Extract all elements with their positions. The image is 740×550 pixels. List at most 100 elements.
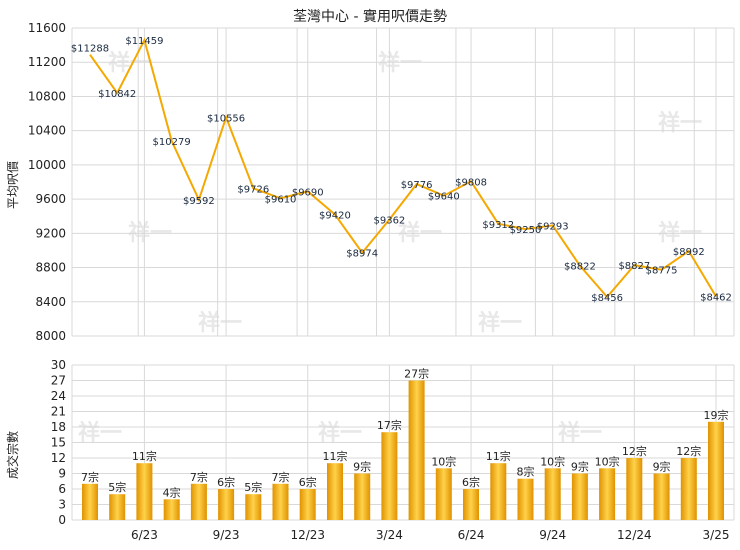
volume-bar [218,489,235,520]
volume-bar [599,468,616,520]
volume-bar [354,473,371,520]
price-data-label: $9690 [292,187,324,198]
volume-bar [381,432,398,520]
volume-bar [517,478,534,520]
volume-bar [626,458,643,520]
price-data-label: $9808 [455,177,487,188]
volume-bar-label: 11宗 [132,449,157,463]
volume-bar-label: 9宗 [653,460,671,474]
volume-x-tick-label: 12/24 [617,528,652,542]
price-data-label: $8827 [618,261,650,272]
watermark-text: 祥一 [78,420,122,446]
watermark-text: 祥一 [198,310,242,336]
price-data-label: $11288 [71,44,109,55]
volume-y-tick-label: 3 [58,498,66,512]
volume-bar-label: 6宗 [462,475,480,489]
volume-y-tick-label: 12 [51,451,66,465]
watermark-text: 祥一 [558,420,602,446]
volume-x-tick-label: 3/25 [703,528,730,542]
price-y-tick-label: 10000 [28,158,66,172]
volume-bar-label: 4宗 [163,485,181,499]
volume-y-tick-label: 21 [51,405,66,419]
price-data-label: $9726 [237,184,269,195]
price-data-label: $9610 [265,194,297,205]
price-data-label: $9293 [537,221,569,232]
volume-bars [82,380,724,520]
volume-bar [245,494,262,520]
price-y-axis-label: 平均呎價 [6,161,20,209]
price-data-labels: $11288 $10842 $11459 $10279 $9592 $10556 $9726… [71,36,732,304]
price-data-label: $8822 [564,262,596,273]
volume-bar-label: 17宗 [377,418,402,432]
price-data-label: $8775 [646,266,678,277]
watermark-bottom: 祥一 祥一 祥一 [78,420,602,446]
volume-bar-label: 9宗 [571,460,589,474]
volume-y-axis-label: 成交宗數 [5,431,20,479]
volume-bar [544,468,561,520]
volume-y-tick-label: 15 [51,436,66,450]
price-data-label: $10842 [98,89,136,100]
volume-bar [708,421,724,520]
volume-bar-label: 7宗 [190,470,208,484]
price-y-tick-label: 9600 [35,192,66,206]
price-data-label: $8992 [673,247,705,258]
volume-y-tick-label: 30 [51,358,66,372]
volume-bar-labels: 7宗 5宗 11宗 4宗 7宗 6宗 5宗 7宗 6宗 11宗 9宗 17宗 27宗 10宗 6宗 11宗 8宗… [81,367,729,500]
price-line-series [89,37,717,299]
price-y-tick-label: 8800 [35,261,66,275]
volume-bar-label: 5宗 [108,480,126,494]
volume-bar-label: 10宗 [431,454,456,468]
price-data-label: $9420 [319,211,351,222]
volume-bar-label: 8宗 [516,465,534,479]
price-data-label: $8456 [591,293,623,304]
volume-x-tick-label: 9/24 [539,528,566,542]
price-y-ticks: 8000 8400 8800 9200 9600 10000 10400 10800 11200… [28,21,66,343]
volume-bar-label: 10宗 [540,454,565,468]
volume-x-tick-label: 6/23 [131,528,158,542]
price-y-tick-label: 8000 [35,329,66,343]
volume-bar [463,489,479,520]
volume-y-tick-label: 18 [51,420,66,434]
volume-bar-label: 11宗 [322,449,347,463]
price-y-tick-label: 10800 [28,89,66,103]
volume-x-ticks: 6/23 9/23 12/23 3/24 6/24 9/24 12/24 3/25 [131,528,730,542]
price-data-label: $9776 [401,180,433,191]
volume-bar-label: 12宗 [676,444,701,458]
volume-bar-label: 6宗 [217,475,235,489]
volume-bar-label: 27宗 [404,367,429,381]
volume-y-tick-label: 24 [51,389,66,403]
volume-bar [653,473,670,520]
volume-bar-label: 19宗 [704,408,729,422]
volume-x-tick-label: 6/24 [458,528,485,542]
volume-x-tick-label: 3/24 [376,528,403,542]
watermark-text: 祥一 [108,50,152,76]
volume-bar [82,483,98,520]
price-data-label: $9312 [482,220,514,231]
price-data-label: $8462 [700,292,732,303]
watermark-text: 祥一 [378,50,422,76]
watermark-text: 祥一 [318,420,362,446]
volume-x-tick-label: 9/23 [213,528,240,542]
volume-bar-label: 9宗 [353,460,371,474]
price-data-label: $9640 [428,192,460,203]
volume-bar [299,489,316,520]
volume-bar-label: 12宗 [622,444,647,458]
volume-bar-label: 5宗 [244,480,262,494]
volume-x-tick-label: 12/23 [290,528,325,542]
price-y-tick-label: 10400 [28,124,66,138]
volume-y-tick-label: 9 [58,467,66,481]
price-data-label: $10556 [207,113,245,124]
volume-bar [435,468,452,520]
volume-bar [571,473,588,520]
volume-bar [680,458,697,520]
price-data-label: $9592 [183,196,215,207]
watermark-text: 祥一 [478,310,522,336]
volume-y-tick-label: 6 [58,482,66,496]
watermark-text: 祥一 [658,110,702,136]
price-data-label: $11459 [125,36,163,47]
price-y-tick-label: 8400 [35,295,66,309]
price-y-tick-label: 9200 [35,226,66,240]
